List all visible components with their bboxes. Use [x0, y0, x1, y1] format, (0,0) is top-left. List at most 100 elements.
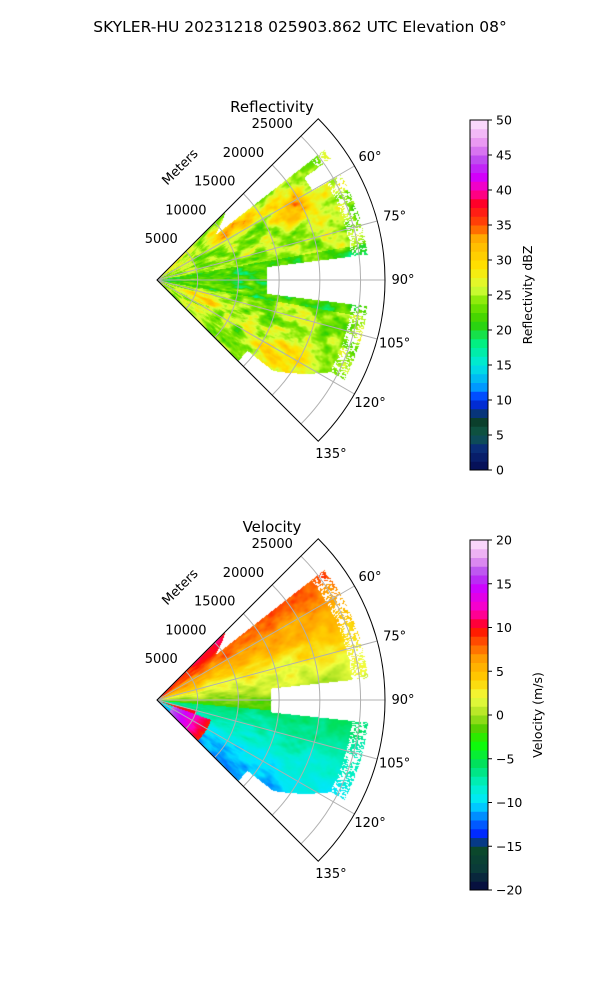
velocity-azimuth-tick-label: 90° — [391, 693, 414, 708]
colorbar-tick-label: 45 — [496, 148, 512, 163]
colorbar-tick-label: 5 — [496, 664, 504, 679]
velocity-azimuth-line — [156, 699, 378, 760]
velocity-range-tick-label: 20000 — [223, 566, 264, 581]
colorbar-swatch — [470, 846, 488, 856]
colorbar-swatch — [470, 828, 488, 838]
colorbar-swatch — [470, 601, 488, 611]
reflectivity-azimuth-tick-label: 135° — [315, 447, 346, 462]
reflectivity-range-tick-label: 20000 — [223, 146, 264, 161]
colorbar-swatch — [470, 855, 488, 865]
colorbar-swatch — [470, 128, 488, 138]
colorbar-swatch — [470, 216, 488, 226]
colorbar-swatch — [470, 417, 488, 427]
reflectivity-azimuth-line — [156, 220, 378, 281]
colorbar-swatch — [470, 706, 488, 716]
colorbar-swatch — [470, 583, 488, 593]
colorbar-swatch — [470, 198, 488, 208]
colorbar-swatch — [470, 811, 488, 821]
colorbar-swatch — [470, 137, 488, 147]
colorbar-swatch — [470, 881, 488, 891]
reflectivity-colorbar: 0 5 10 15 20 25 30 35 40 45 50 — [469, 113, 512, 478]
colorbar-tick-label: 15 — [496, 576, 512, 591]
velocity-range-tick-label: 5000 — [145, 652, 178, 667]
colorbar-swatch — [470, 242, 488, 252]
reflectivity-range-tick-label: 25000 — [252, 117, 293, 132]
colorbar-swatch — [470, 260, 488, 270]
colorbar-swatch — [470, 338, 488, 348]
colorbar-tick-label: 0 — [496, 708, 504, 723]
colorbar-swatch — [470, 793, 488, 803]
reflectivity-range-tick-label: 5000 — [145, 232, 178, 247]
colorbar-swatch — [470, 225, 488, 235]
reflectivity-azimuth-line — [156, 279, 355, 395]
velocity-azimuth-tick-label: 105° — [379, 757, 410, 772]
velocity-range-tick-label: 10000 — [165, 623, 206, 638]
reflectivity-azimuth-line — [156, 279, 378, 340]
colorbar-swatch — [470, 872, 488, 882]
velocity-field-image — [156, 538, 386, 892]
colorbar-swatch — [470, 741, 488, 751]
colorbar-swatch — [470, 627, 488, 637]
colorbar-tick-label: −20 — [496, 883, 522, 898]
figure-suptitle: SKYLER-HU 20231218 025903.862 UTC Elevat… — [93, 18, 507, 36]
colorbar-swatch — [470, 391, 488, 401]
colorbar-swatch — [470, 776, 488, 786]
colorbar-swatch — [470, 540, 488, 550]
colorbar-tick-label: 50 — [496, 113, 512, 128]
colorbar-swatch — [470, 181, 488, 191]
colorbar-swatch — [470, 750, 488, 760]
velocity-azimuth-tick-label: 120° — [354, 816, 385, 831]
colorbar-swatch — [470, 662, 488, 672]
velocity-title: Velocity — [243, 518, 302, 536]
reflectivity-azimuth-tick-label: 90° — [391, 273, 414, 288]
velocity-range-tick-label: 15000 — [194, 595, 235, 610]
colorbar-swatch — [470, 443, 488, 453]
colorbar-swatch — [470, 732, 488, 742]
reflectivity-title: Reflectivity — [230, 98, 314, 116]
colorbar-tick-label: 40 — [496, 183, 512, 198]
velocity-azimuth-tick-label: 75° — [383, 629, 406, 644]
colorbar-swatch — [470, 592, 488, 602]
reflectivity-polar-grid: 60° 75° 90° 105° 120° 135° 5000 10000 15000 20000… — [145, 117, 415, 462]
colorbar-swatch — [470, 146, 488, 156]
velocity-azimuth-tick-label: 60° — [359, 570, 382, 585]
colorbar-swatch — [470, 268, 488, 278]
velocity-polar-grid: 60° 75° 90° 105° 120° 135° 5000 10000 15000 20000… — [145, 537, 415, 882]
colorbar-tick-label: 0 — [496, 463, 504, 478]
colorbar-swatch — [470, 723, 488, 733]
colorbar-swatch — [470, 697, 488, 707]
colorbar-swatch — [470, 277, 488, 287]
colorbar-swatch — [470, 548, 488, 558]
reflectivity-sector-frame — [156, 118, 386, 442]
colorbar-swatch — [470, 688, 488, 698]
colorbar-swatch — [470, 408, 488, 418]
colorbar-swatch — [470, 330, 488, 340]
colorbar-tick-label: −15 — [496, 839, 522, 854]
colorbar-swatch — [470, 312, 488, 322]
colorbar-tick-label: 20 — [496, 533, 512, 548]
colorbar-swatch — [470, 461, 488, 471]
colorbar-swatch — [470, 653, 488, 663]
reflectivity-range-tick-label: 15000 — [194, 175, 235, 190]
colorbar-swatch — [470, 286, 488, 296]
velocity-azimuth-line — [156, 640, 378, 701]
colorbar-swatch — [470, 610, 488, 620]
colorbar-swatch — [470, 321, 488, 331]
velocity-range-tick-label: 25000 — [252, 537, 293, 552]
colorbar-swatch — [470, 435, 488, 445]
colorbar-tick-label: 25 — [496, 288, 512, 303]
colorbar-swatch — [470, 163, 488, 173]
colorbar-swatch — [470, 251, 488, 261]
colorbar-swatch — [470, 382, 488, 392]
colorbar-tick-label: 35 — [496, 218, 512, 233]
velocity-colorbar: −20 −15 −10 −5 0 5 10 15 20 — [469, 533, 522, 898]
colorbar-swatch — [470, 190, 488, 200]
colorbar-swatch — [470, 356, 488, 366]
colorbar-swatch — [470, 767, 488, 777]
colorbar-swatch — [470, 758, 488, 768]
colorbar-swatch — [470, 400, 488, 410]
reflectivity-azimuth-tick-label: 120° — [354, 396, 385, 411]
colorbar-swatch — [470, 452, 488, 462]
colorbar-swatch — [470, 365, 488, 375]
